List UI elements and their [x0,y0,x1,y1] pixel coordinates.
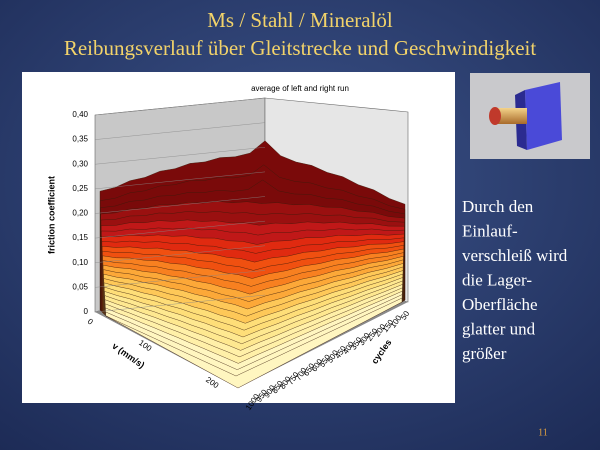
v-tick-label: 0 [86,317,95,327]
side-text-line: die Lager- [462,270,532,289]
chart-title: average of left and right run [251,84,349,93]
z-axis-label: friction coefficient [46,176,56,254]
surface-band [105,294,403,385]
grid-line [94,220,266,239]
block [525,82,562,150]
title: Ms / Stahl / Mineralöl [207,8,393,32]
surface-band [105,297,403,389]
grid-line [94,245,266,263]
grid-line [94,270,266,288]
grid-line [94,122,266,140]
z-tick-label: 0,15 [72,233,88,242]
side-text-line: verschleiß wird [462,246,568,265]
side-text-line: größer [462,344,507,363]
z-tick-label: 0,05 [72,282,88,291]
grid-line [94,97,266,116]
side-text-line: Oberfläche [462,295,538,314]
pin [495,108,527,124]
grid-line [94,294,266,313]
grid-line [94,147,266,165]
side-text-line: glatter und [462,319,536,338]
grid-line [94,196,266,214]
side-text-line: Einlauf- [462,221,518,240]
side-text-line: Durch den [462,197,534,216]
page-number: 11 [538,427,548,438]
z-tick-label: 0 [84,307,89,316]
title: Reibungsverlauf über Gleitstrecke und Ge… [64,36,537,60]
grid-line [94,171,266,190]
side-text: Durch den Einlauf-verschleiß wird die Lage… [462,197,568,363]
z-tick-label: 0,10 [72,258,88,267]
chart: average of left and right run 0,40 0,35 0,3… [46,84,411,412]
z-tick-label: 0,35 [72,135,88,144]
thumbnail [470,73,590,159]
z-tick-label: 0,30 [72,159,88,168]
pin-end [489,107,501,125]
z-tick-label: 0,40 [72,110,88,119]
z-tick-label: 0,25 [72,184,88,193]
z-tick-label: 0,20 [72,209,88,218]
